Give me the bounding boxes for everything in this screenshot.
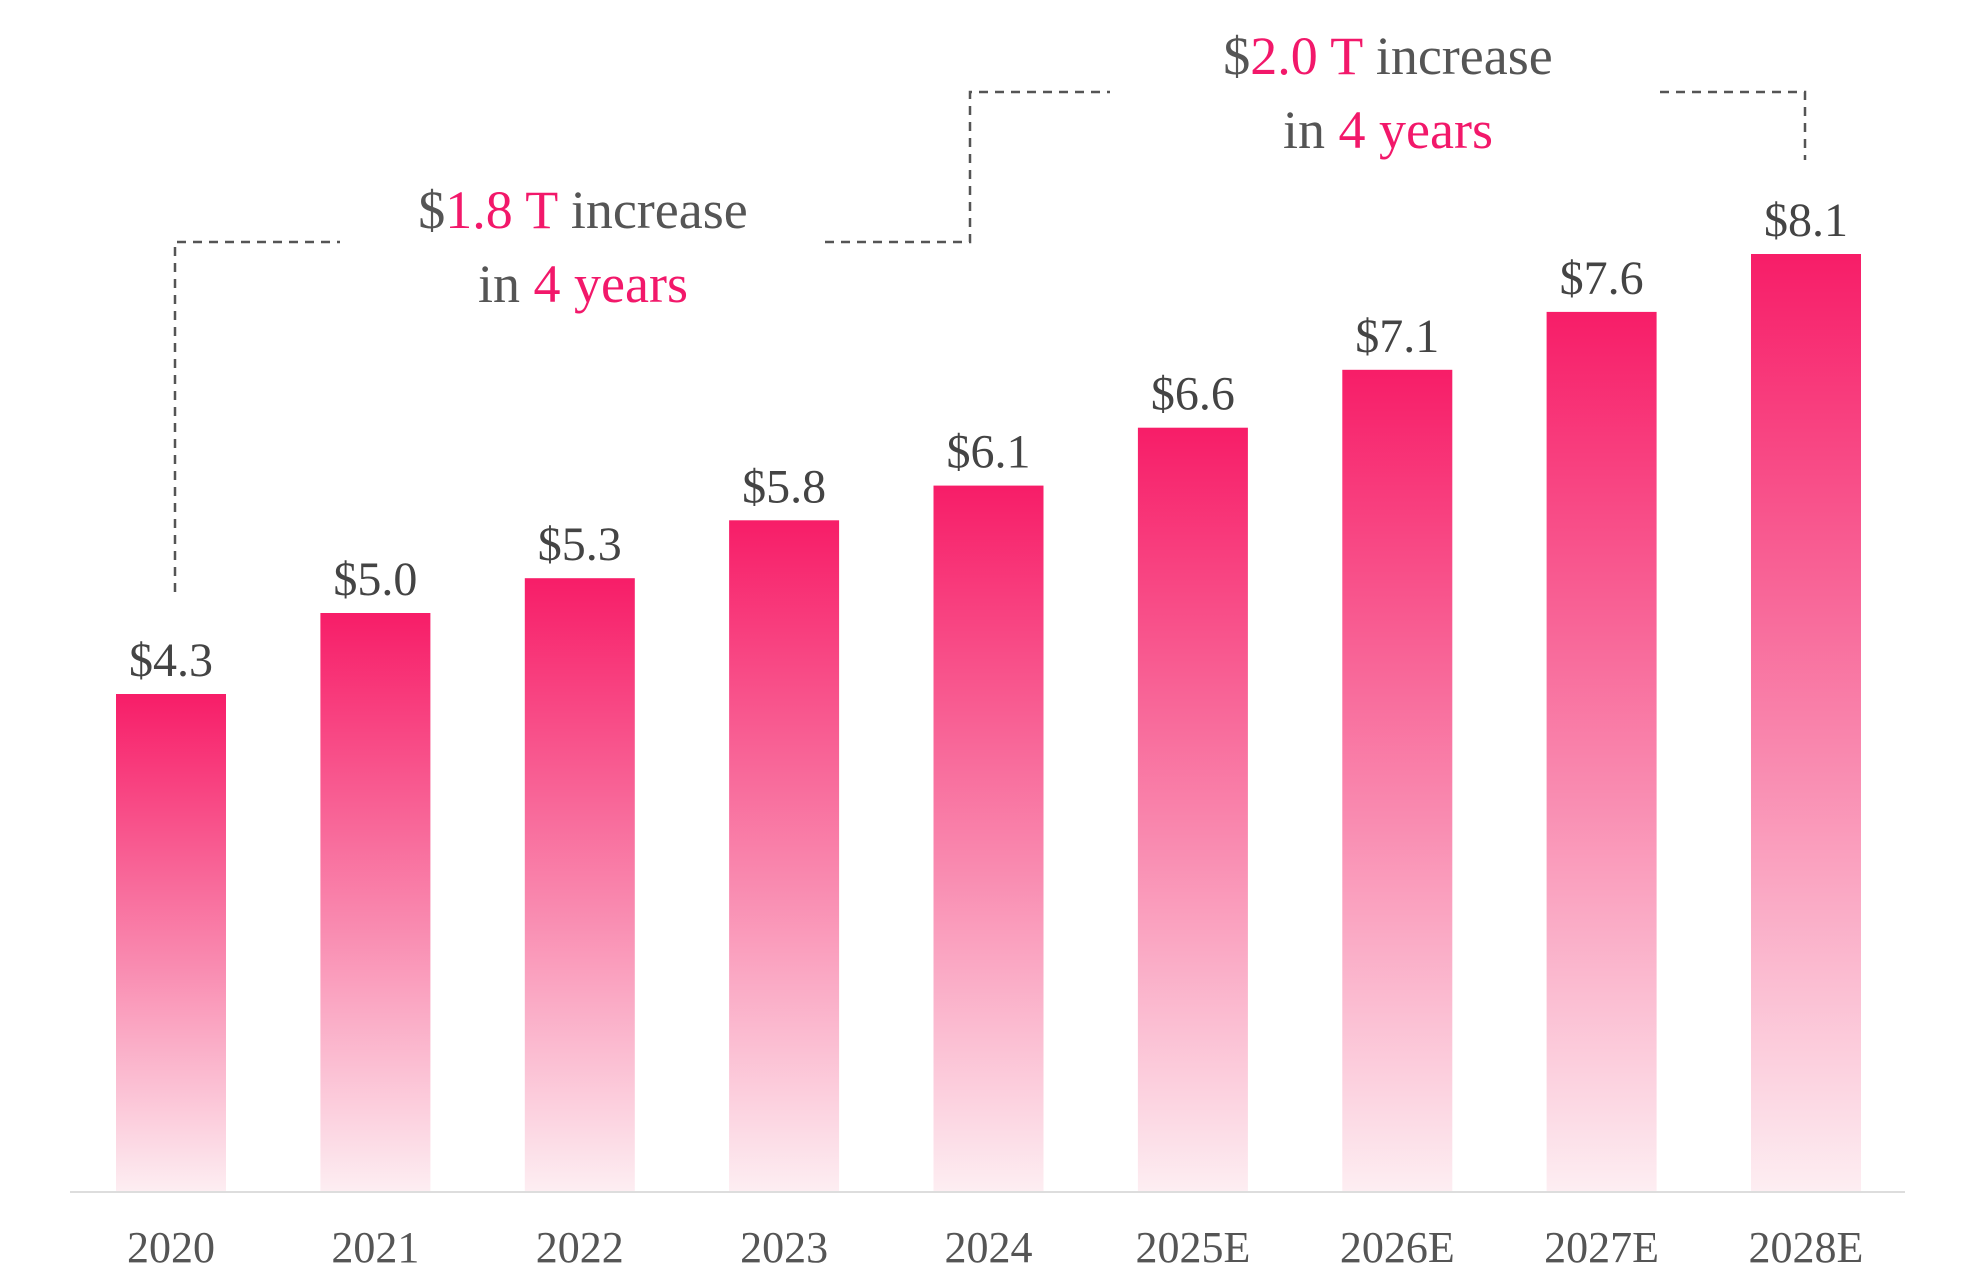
x-axis-tick-labels: 2020 2021 2022 2023 2024 2025E 2026E 2027E 2028E [127,1223,1863,1272]
value-labels: $4.3 $5.0 $5.3 $5.8 $6.1 $6.6 $7.1 $7.6 $8.1 [129,194,1848,687]
bar-2022 [524,578,635,1192]
value-label-2023: $5.8 [742,460,826,513]
bracket-2020-2024 [173,90,1110,592]
bar-2027E [1546,311,1657,1192]
x-tick-label-2022: 2022 [536,1223,624,1272]
annotation-line1: $2.0 T increase [1223,26,1552,86]
bar-2026E [1342,369,1453,1192]
bar-2025E [1137,427,1248,1192]
value-label-2028E: $8.1 [1764,194,1848,247]
bar-2021 [320,613,431,1192]
annotation-line2: in 4 years [1283,100,1493,160]
x-tick-label-2026E: 2026E [1340,1223,1455,1272]
x-tick-label-2025E: 2025E [1135,1223,1250,1272]
growth-annotation-2020-2024: $1.8 T increase in 4 years [173,90,1110,592]
bars [116,254,1861,1193]
bar-2028E [1751,254,1861,1192]
x-tick-label-2027E: 2027E [1544,1223,1659,1272]
value-label-2020: $4.3 [129,634,213,687]
bar-2023 [729,520,840,1192]
x-tick-label-2021: 2021 [331,1223,419,1272]
value-label-2027E: $7.6 [1560,252,1644,305]
annotation-line1: $1.8 T increase [418,180,747,240]
annotation-line2: in 4 years [478,254,688,314]
value-label-2021: $5.0 [333,553,417,606]
value-label-2022: $5.3 [538,518,622,571]
bracket-2024-2028 [1660,90,1807,160]
bar-2020 [116,694,226,1192]
value-label-2025E: $6.6 [1151,368,1235,421]
x-tick-label-2023: 2023 [740,1223,828,1272]
growth-annotation-2024-2028: $2.0 T increase in 4 years [1223,26,1807,160]
x-tick-label-2028E: 2028E [1749,1223,1864,1272]
x-tick-label-2020: 2020 [127,1223,215,1272]
bar-2024 [933,485,1044,1193]
x-tick-label-2024: 2024 [945,1223,1033,1272]
value-label-2024: $6.1 [947,426,1031,479]
value-label-2026E: $7.1 [1355,310,1439,363]
